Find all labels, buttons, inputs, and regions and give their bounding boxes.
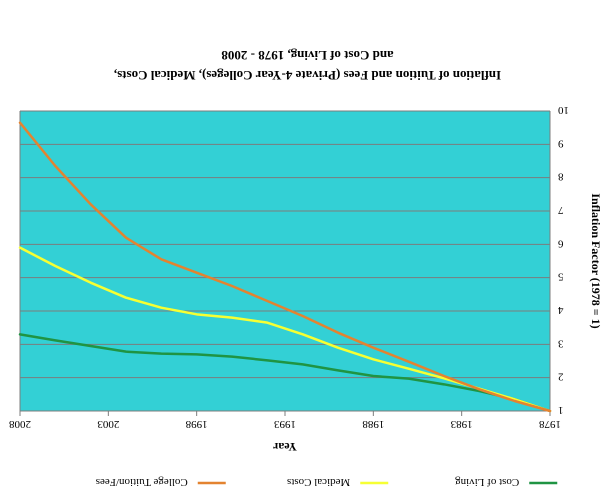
y-tick-label: 3 [558, 337, 564, 349]
x-tick-label: 1978 [539, 418, 562, 430]
y-tick-label: 4 [558, 304, 564, 316]
legend-label: Medical Costs [287, 476, 350, 488]
x-tick-label: 1983 [450, 418, 473, 430]
y-tick-label: 9 [558, 137, 564, 149]
y-tick-label: 7 [558, 204, 564, 216]
y-tick-label: 6 [558, 237, 564, 249]
y-tick-label: 2 [558, 371, 564, 383]
y-tick-label: 1 [558, 404, 564, 416]
y-tick-label: 5 [558, 271, 564, 283]
y-axis-label: Inflation Factor (1978 = 1) [589, 193, 603, 328]
legend-label: Cost of Living [455, 476, 520, 488]
line-chart: 1 2 3 4 5 6 7 8 9 10 1978 1983 1988 1993 1998 2003 2008 Y… [0, 0, 615, 501]
y-tick-label: 8 [558, 171, 564, 183]
legend-label: College Tuition/Fees [96, 476, 188, 488]
x-tick-label: 2008 [9, 418, 32, 430]
chart-title: and Cost of Living, 1978 - 2008 [221, 48, 394, 63]
x-axis-label: Year [272, 440, 297, 454]
x-tick-label: 2003 [97, 418, 120, 430]
x-tick-label: 1998 [185, 418, 208, 430]
plot-area [20, 111, 550, 411]
x-tick-label: 1988 [362, 418, 385, 430]
y-tick-label: 10 [558, 104, 570, 116]
chart-title: Inflation of Tuition and Fees (Private 4… [114, 68, 501, 83]
x-tick-label: 1993 [274, 418, 297, 430]
